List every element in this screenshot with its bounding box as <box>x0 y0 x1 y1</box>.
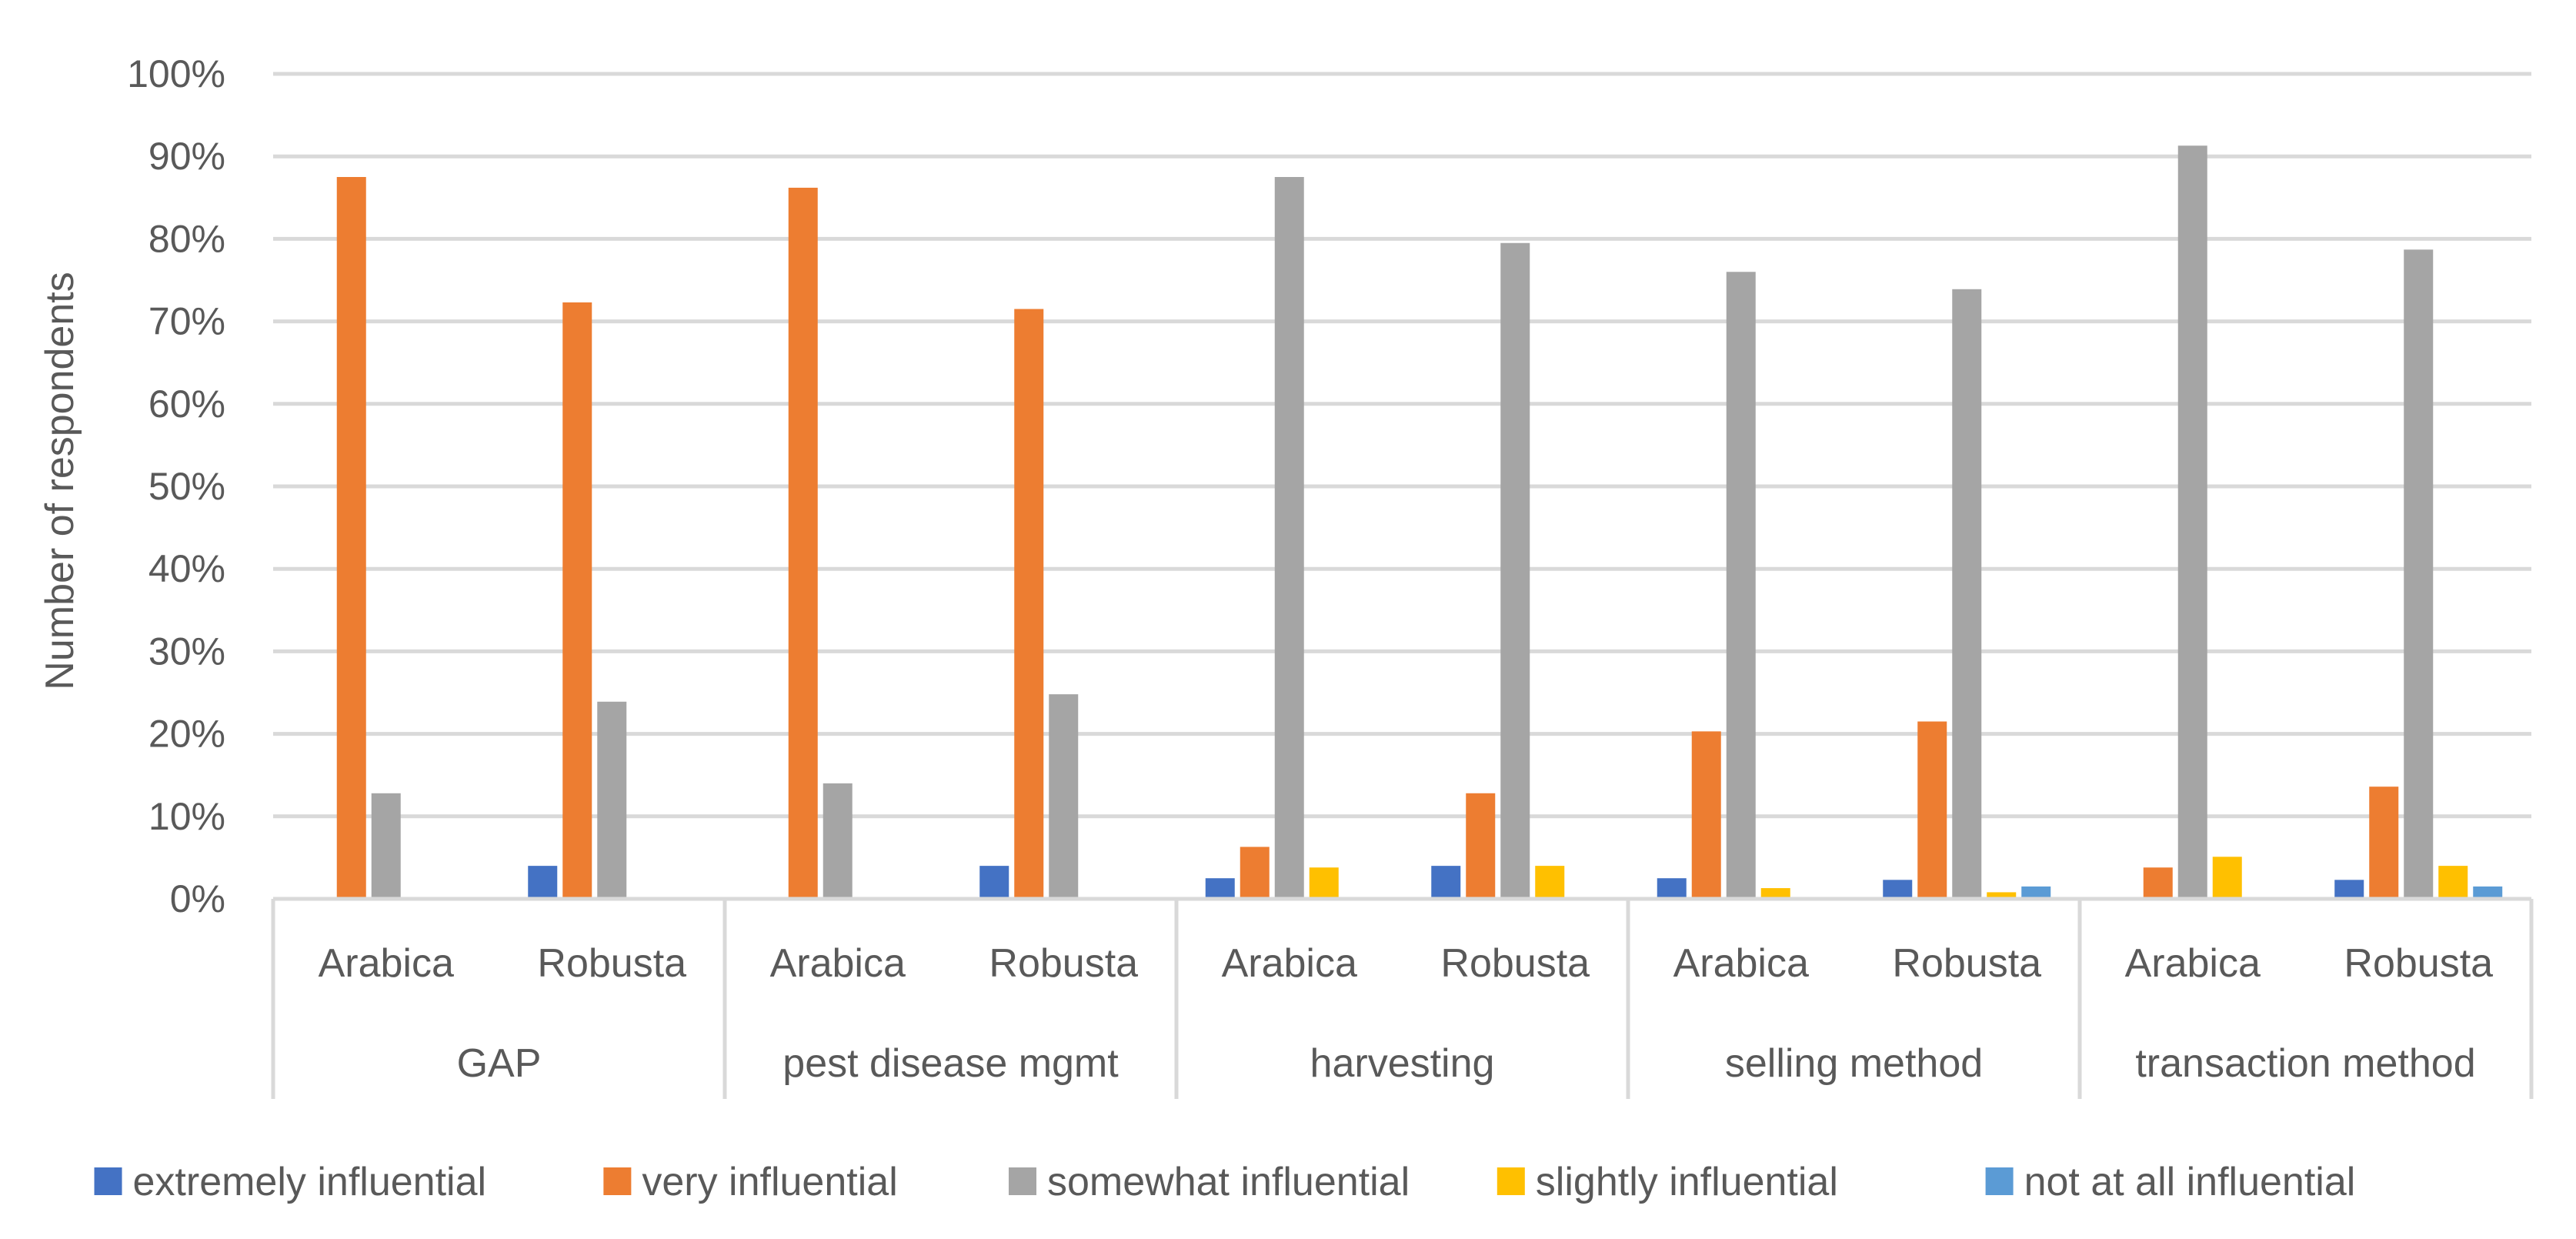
x-axis: Arabica Robusta GAP Arabica Robusta pest dise… <box>271 897 2534 1099</box>
y-tick-label: 0% <box>170 877 225 920</box>
bar <box>788 187 818 899</box>
bar <box>1952 289 1982 899</box>
x-category-label: Arabica <box>770 941 906 986</box>
bar <box>2021 886 2051 899</box>
bar <box>1466 793 1496 899</box>
y-tick-label: 40% <box>148 547 225 590</box>
bar <box>1274 177 1304 899</box>
x-category-label: Robusta <box>1440 941 1590 986</box>
y-axis-tick-labels: 0% 10% 20% 30% 40% 50% 60% 70% 80% 90% 100% <box>127 52 225 920</box>
y-tick-label: 30% <box>148 630 225 673</box>
x-group-label: GAP <box>457 1041 542 1086</box>
bar <box>1535 866 1565 899</box>
bar <box>1309 867 1339 899</box>
gridlines <box>273 72 2531 819</box>
legend: extremely influential very influential som… <box>94 1160 2356 1204</box>
x-category-label: Robusta <box>2344 941 2493 986</box>
x-category-label: Arabica <box>1673 941 1809 986</box>
legend-swatch <box>603 1167 632 1195</box>
x-category-label: Arabica <box>319 941 454 986</box>
bar <box>2143 867 2173 899</box>
bar <box>528 866 558 899</box>
bar <box>1240 847 1270 899</box>
x-category-label: Arabica <box>2125 941 2261 986</box>
y-tick-label: 80% <box>148 217 225 260</box>
legend-label: extremely influential <box>133 1160 487 1204</box>
legend-label: not at all influential <box>2024 1160 2356 1204</box>
bar <box>2177 145 2207 899</box>
y-tick-label: 10% <box>148 795 225 838</box>
bar <box>1883 880 1913 899</box>
y-tick-label: 70% <box>148 300 225 343</box>
bar <box>371 793 401 899</box>
bar <box>597 701 627 899</box>
x-category-label: Robusta <box>1892 941 2041 986</box>
bar <box>2334 880 2364 899</box>
x-group-label: pest disease mgmt <box>782 1041 1119 1086</box>
y-tick-label: 20% <box>148 713 225 756</box>
bar <box>1431 866 1461 899</box>
legend-swatch <box>94 1167 122 1195</box>
x-group-label: selling method <box>1725 1041 1983 1086</box>
bar <box>1917 721 1947 899</box>
bar <box>2473 886 2503 899</box>
x-group-label: transaction method <box>2135 1041 2475 1086</box>
bar <box>1205 878 1235 899</box>
y-tick-label: 50% <box>148 465 225 508</box>
bars <box>336 145 2503 900</box>
bar <box>1987 892 2017 899</box>
legend-label: somewhat influential <box>1047 1160 1410 1204</box>
bar <box>1657 878 1687 899</box>
legend-swatch <box>1009 1167 1036 1195</box>
x-category-label: Arabica <box>1222 941 1357 986</box>
bar <box>1049 694 1079 899</box>
bar <box>562 302 592 900</box>
y-tick-label: 100% <box>127 52 225 95</box>
x-group-label: harvesting <box>1310 1041 1495 1086</box>
bar <box>1726 272 1756 899</box>
bar <box>2438 866 2468 899</box>
y-tick-label: 90% <box>148 135 225 178</box>
bar <box>1760 888 1790 899</box>
bar <box>1691 731 1721 899</box>
y-tick-label: 60% <box>148 382 225 426</box>
legend-swatch <box>1497 1167 1525 1195</box>
bar <box>2404 249 2434 899</box>
bar <box>823 783 853 899</box>
x-category-label: Robusta <box>537 941 686 986</box>
legend-label: slightly influential <box>1536 1160 1838 1204</box>
bar <box>979 866 1009 899</box>
y-axis-label: Number of respondents <box>38 272 82 690</box>
legend-label: very influential <box>642 1160 897 1204</box>
bar <box>2369 786 2399 899</box>
x-category-label: Robusta <box>989 941 1138 986</box>
bar <box>336 177 366 899</box>
legend-swatch <box>1985 1167 2014 1195</box>
bar <box>2212 857 2242 899</box>
bar <box>1500 242 1530 899</box>
bar <box>1014 309 1044 899</box>
